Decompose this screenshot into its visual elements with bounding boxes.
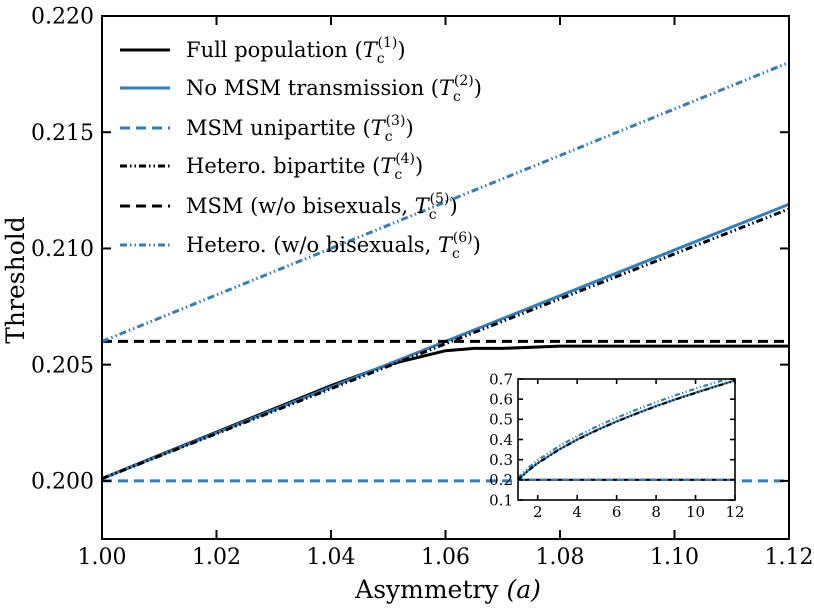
legend-label-3: MSM unipartite (Tc(3)) [186, 113, 414, 145]
legend-symbol-sub: c [377, 51, 385, 67]
legend-symbol-sup: (6) [453, 230, 473, 246]
inset-background [518, 379, 735, 500]
legend-symbol-sub: c [452, 246, 460, 262]
inset-y-tick-label: 0.1 [489, 491, 513, 509]
legend-close: ) [449, 194, 457, 218]
legend-close: ) [405, 116, 413, 140]
legend-label-text: MSM (w/o bisexuals, [186, 194, 415, 218]
legend-symbol-sup: (4) [395, 151, 415, 167]
main-y-tick-label: 0.200 [31, 470, 94, 495]
main-x-tick-label: 1.12 [765, 545, 814, 570]
legend-label-text: MSM unipartite ( [186, 116, 371, 140]
legend-label-2: No MSM transmission (Tc(2)) [186, 73, 482, 105]
inset-x-tick-label: 10 [686, 503, 705, 521]
main-plot-area: 1.00 1.02 1.04 1.06 1.08 1.10 1.12 0.200 0.205 0.… [31, 5, 813, 570]
x-axis-label: Asymmetry (a) [354, 575, 541, 604]
legend-symbol-T: T [371, 116, 387, 140]
inset-y-tick-label: 0.5 [489, 411, 513, 429]
main-x-tick-label: 1.10 [650, 545, 699, 570]
legend-symbol-sub: c [453, 89, 461, 105]
main-series-group [102, 61, 789, 483]
legend-symbol-T: T [415, 194, 431, 218]
main-x-tick-label: 1.08 [536, 545, 585, 570]
x-axis-label-main: Asymmetry [354, 575, 506, 604]
legend-label-4: Hetero. bipartite (Tc(4)) [186, 151, 423, 183]
inset-x-tick-label: 4 [572, 503, 582, 521]
legend-symbol-sub: c [385, 129, 393, 145]
legend-symbol-T: T [363, 38, 379, 62]
inset-x-tick-label: 8 [651, 503, 661, 521]
y-axis-label: Threshold [1, 216, 30, 344]
legend-symbol-sup: (2) [454, 73, 474, 89]
legend-label-5: MSM (w/o bisexuals, Tc(5)) [186, 191, 458, 223]
inset-x-tick-label: 2 [533, 503, 543, 521]
legend-label-text: Full population ( [186, 38, 363, 62]
legend-symbol-sup: (1) [378, 35, 398, 51]
inset-x-tick-label: 12 [725, 503, 744, 521]
main-y-tick-label: 0.205 [31, 353, 94, 378]
legend-symbol-T: T [438, 233, 454, 257]
legend-symbol-T: T [439, 76, 455, 100]
inset-series-group [518, 379, 735, 481]
inset-y-tick-label: 0.3 [489, 451, 513, 469]
main-x-tick-label: 1.00 [78, 545, 127, 570]
legend-close: ) [397, 38, 405, 62]
legend-symbol-sub: c [394, 167, 402, 183]
legend-close: ) [415, 154, 423, 178]
main-y-tick-label: 0.210 [31, 237, 94, 262]
inset-series-line-4 [518, 379, 732, 479]
legend-close: ) [474, 76, 482, 100]
x-axis-label-var: (a) [506, 575, 540, 604]
inset-y-tick-label: 0.4 [489, 431, 513, 449]
legend-label-text: No MSM transmission ( [186, 76, 439, 100]
legend-symbol-sub: c [429, 207, 437, 223]
legend-symbol-sup: (5) [430, 191, 450, 207]
legend: Full population (Tc(1))No MSM transmissi… [120, 35, 482, 262]
legend-close: ) [473, 233, 481, 257]
legend-label-text: Hetero. bipartite ( [186, 154, 380, 178]
legend-symbol-sup: (3) [386, 113, 406, 129]
inset-y-tick-label: 0.2 [489, 471, 513, 489]
inset-plot-area: 2 4 6 8 10 12 0.1 0.2 0.3 0.4 0.5 0.6 0.7 [489, 370, 744, 521]
legend-label-text: Hetero. (w/o bisexuals, [186, 233, 438, 257]
legend-label-1: Full population (Tc(1)) [186, 35, 406, 67]
main-x-tick-label: 1.04 [307, 545, 356, 570]
main-x-tick-label: 1.06 [421, 545, 470, 570]
inset-x-tick-label: 6 [612, 503, 622, 521]
main-y-tick-label: 0.215 [31, 121, 94, 146]
main-y-tick-label: 0.220 [31, 5, 94, 30]
inset-y-tick-label: 0.7 [489, 370, 513, 388]
legend-label-6: Hetero. (w/o bisexuals, Tc(6)) [186, 230, 481, 262]
legend-symbol-T: T [380, 154, 396, 178]
main-x-tick-label: 1.02 [192, 545, 241, 570]
inset-y-tick-label: 0.6 [489, 390, 513, 408]
inset-series-line-3 [518, 379, 735, 481]
